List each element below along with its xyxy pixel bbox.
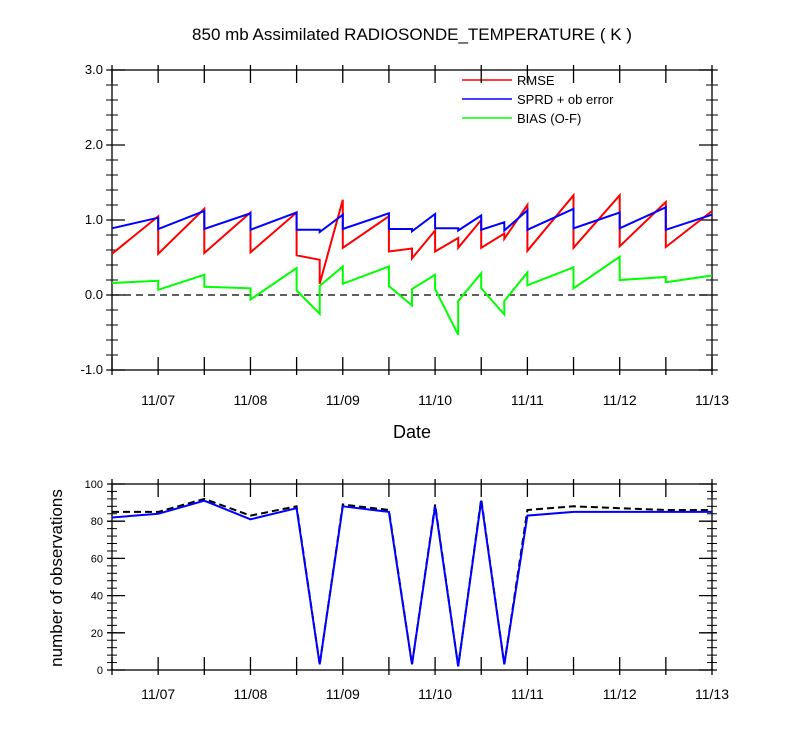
y-tick-label: 0.0	[85, 287, 103, 302]
plot-frame	[111, 69, 713, 371]
series-line-sprd-ob-error	[111, 205, 713, 234]
series-line-possible	[112, 497, 712, 667]
x-tick-label: 11/07	[141, 686, 175, 702]
x-tick-label: 11/10	[418, 392, 452, 408]
y-tick-label: 100	[85, 479, 103, 491]
y-tick-label: 80	[91, 516, 103, 528]
x-tick-label: 11/10	[418, 686, 452, 702]
y-tick-label: 3.0	[85, 62, 103, 77]
y-tick-label: -1.0	[81, 362, 103, 377]
x-tick-label: 11/11	[511, 392, 544, 408]
y-tick-label: 40	[91, 591, 103, 603]
top-chart-panel: 850 mb Assimilated RADIOSONDE_TEMPERATUR…	[81, 25, 730, 442]
x-tick-label: 11/08	[233, 686, 267, 702]
x-tick-label: 11/09	[326, 392, 360, 408]
x-tick-label: 11/12	[603, 392, 637, 408]
legend-label-bias: BIAS (O-F)	[517, 111, 581, 126]
series-line-rmse	[111, 192, 713, 285]
x-tick-label: 11/08	[233, 392, 267, 408]
bottom-chart-panel: number of observations 11/07 11/08 11/09 11…	[47, 479, 729, 702]
y-tick-label: 1.0	[85, 212, 103, 227]
series-line-bias-o-f	[111, 254, 713, 336]
x-tick-label: 11/12	[603, 686, 637, 702]
x-tick-label: 11/13	[695, 686, 729, 702]
y-tick-label: 60	[91, 553, 103, 565]
chart-title: 850 mb Assimilated RADIOSONDE_TEMPERATUR…	[192, 25, 632, 44]
legend-label-rmse: RMSE	[517, 73, 555, 88]
x-tick-label: 11/11	[511, 686, 544, 702]
y-tick-label: 2.0	[85, 137, 103, 152]
plot-frame	[111, 483, 713, 671]
series-line-assimilated	[111, 499, 712, 667]
legend: RMSE SPRD + ob error BIAS (O-F)	[462, 73, 614, 126]
x-tick-label: 11/09	[326, 686, 360, 702]
x-tick-label: 11/07	[141, 392, 175, 408]
x-axis-label: Date	[393, 422, 431, 442]
y-tick-label: 0	[97, 665, 103, 677]
legend-label-sprd: SPRD + ob error	[517, 92, 614, 107]
y-axis-label-observations: number of observations	[47, 489, 66, 667]
y-tick-label: 20	[91, 628, 103, 640]
x-tick-label: 11/13	[695, 392, 729, 408]
